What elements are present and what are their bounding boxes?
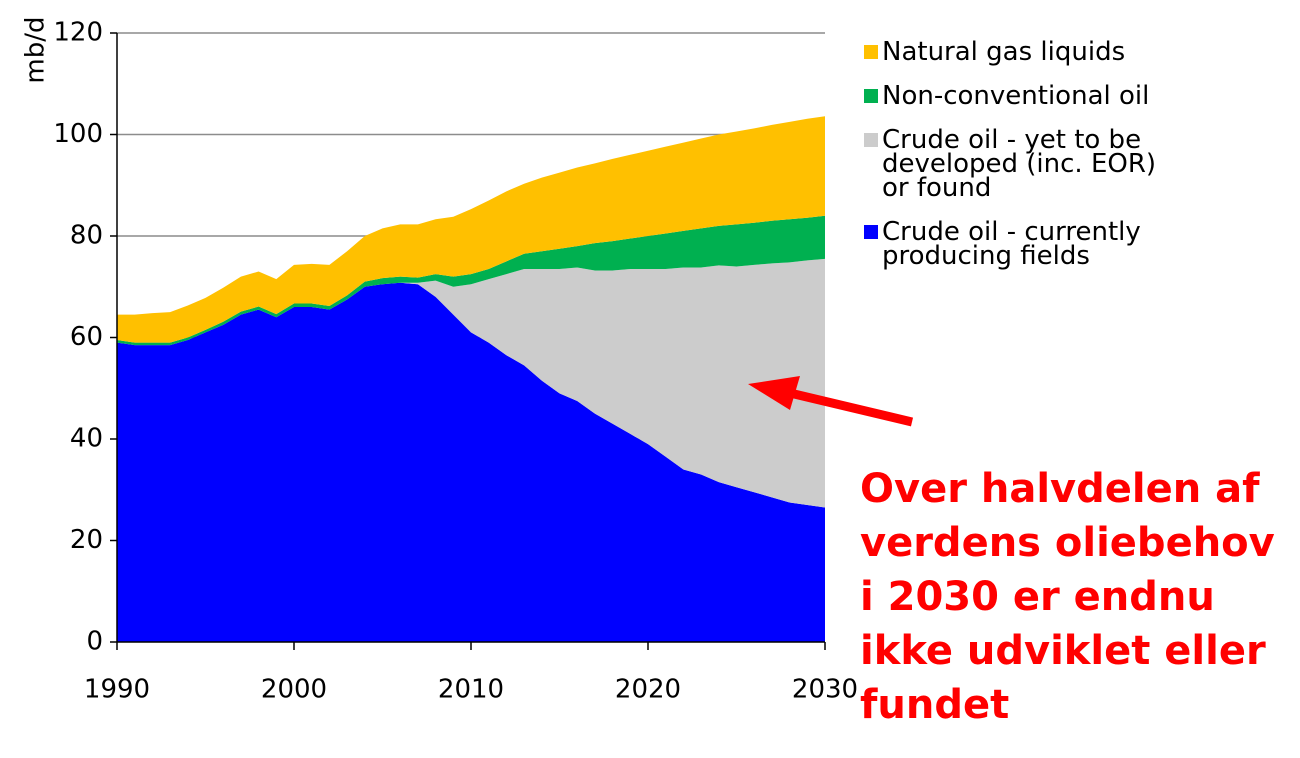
y-axis-label: mb/d xyxy=(21,16,51,83)
legend-item: Crude oil - yet to be developed (inc. EO… xyxy=(860,125,1190,203)
legend-item: Non-conventional oil xyxy=(860,81,1190,111)
x-tick-label: 1990 xyxy=(84,675,150,705)
y-tick-label: 60 xyxy=(70,322,103,352)
y-tick-label: 120 xyxy=(53,18,103,48)
x-tick-label: 2000 xyxy=(261,675,327,705)
legend-label: Crude oil - yet to be developed (inc. EO… xyxy=(882,125,1157,203)
axes: 0 20 40 60 80 100 120 1990 2000 2010 2020 2030 xyxy=(53,18,858,705)
legend-item: Crude oil - currently producing fields xyxy=(860,217,1190,271)
area xyxy=(117,258,825,508)
legend-label: Non-conventional oil xyxy=(882,81,1150,111)
y-tick-label: 0 xyxy=(86,627,103,657)
legend-label: Natural gas liquids xyxy=(882,37,1126,67)
legend-swatch xyxy=(864,225,878,239)
y-tick-label: 20 xyxy=(70,525,103,555)
x-tick-label: 2010 xyxy=(438,675,504,705)
annotation: Over halvdelen af verdens oliebehov i 20… xyxy=(860,466,1275,728)
legend-swatch xyxy=(864,133,878,147)
arrow-head xyxy=(748,376,800,410)
x-tick-label: 2020 xyxy=(615,675,681,705)
y-tick-label: 80 xyxy=(70,221,103,251)
legend-swatch xyxy=(864,45,878,59)
legend-item: Natural gas liquids xyxy=(860,37,1190,67)
area xyxy=(117,215,825,346)
legend: Natural gas liquids Non-conventional oil C… xyxy=(860,37,1190,288)
areas xyxy=(117,116,825,642)
arrow-shaft xyxy=(788,388,914,427)
y-tick-label: 100 xyxy=(53,119,103,149)
y-tick-label: 40 xyxy=(70,424,103,454)
legend-label: Crude oil - currently producing fields xyxy=(882,217,1141,271)
area xyxy=(117,116,825,343)
area xyxy=(117,282,825,642)
x-tick-label: 2030 xyxy=(792,675,858,705)
legend-swatch xyxy=(864,89,878,103)
